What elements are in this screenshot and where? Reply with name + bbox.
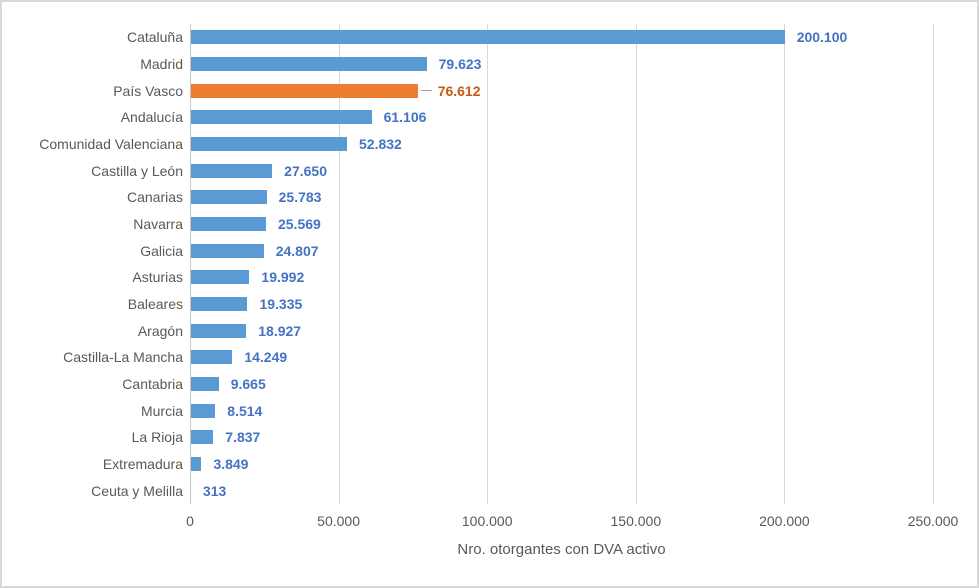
bar: [190, 57, 427, 71]
bar: [190, 430, 214, 445]
bar-row: La Rioja 7.837: [132, 424, 933, 451]
value-label: 27.650: [284, 162, 327, 179]
gridline: [784, 24, 786, 504]
x-tick-label: 50.000: [317, 513, 361, 529]
bar-row: Extremadura 3.849: [103, 451, 933, 478]
value-label: 9.665: [230, 376, 266, 393]
category-label: Castilla y León: [91, 162, 183, 179]
bar: [190, 243, 264, 258]
x-axis-title: Nro. otorgantes con DVA activo: [457, 541, 666, 558]
bar: [190, 297, 248, 312]
value-label: 3.849: [213, 456, 249, 473]
value-label: 8.514: [227, 402, 263, 419]
bar-rows: Cataluña 200.100 Madrid 79.623 País Vasc…: [39, 24, 933, 504]
category-label: Murcia: [140, 402, 183, 419]
value-label: 24.807: [275, 242, 319, 259]
bar: [190, 190, 267, 205]
category-label: Canarias: [126, 189, 183, 206]
value-label: 18.927: [258, 322, 302, 339]
category-label: Ceuta y Melilla: [91, 482, 183, 499]
bar-row: País Vasco 76.612: [113, 77, 933, 104]
bar-row: Castilla-La Mancha 14.249: [63, 344, 933, 371]
x-tick-label: 0: [186, 513, 194, 529]
bar-row: Comunidad Valenciana 52.832: [39, 131, 933, 158]
category-label: La Rioja: [131, 429, 183, 446]
x-tick-label: 200.000: [759, 513, 810, 529]
value-label: 25.783: [278, 189, 322, 206]
bar-row: Castilla y León 27.650: [91, 157, 933, 184]
value-label: 7.837: [225, 429, 261, 446]
leader-line: [420, 90, 432, 92]
category-label: Aragón: [137, 322, 183, 339]
category-label: País Vasco: [113, 82, 183, 99]
category-axis-line: [190, 24, 191, 504]
category-label: Cataluña: [126, 29, 183, 46]
bar: [190, 83, 418, 98]
gridline: [338, 24, 340, 504]
gridline: [487, 24, 489, 504]
x-tick-label: 100.000: [461, 513, 513, 529]
bar: [190, 270, 250, 285]
category-label: Extremadura: [102, 456, 183, 473]
x-tick-label: 150.000: [610, 513, 662, 529]
bar-row: Galicia 24.807: [140, 237, 933, 264]
bar-row: Murcia 8.514: [141, 397, 933, 424]
bar: [190, 137, 348, 152]
value-label: 76.612: [437, 82, 481, 99]
value-label: 19.335: [259, 296, 303, 313]
value-label: 200.100: [796, 29, 848, 46]
value-label: 52.832: [359, 136, 402, 153]
bar: [190, 350, 233, 365]
value-label: 313: [202, 482, 227, 499]
gridline: [635, 24, 637, 504]
category-label: Cantabria: [122, 376, 183, 393]
bar: [190, 403, 216, 418]
value-label: 25.569: [277, 216, 321, 233]
category-label: Baleares: [127, 296, 183, 313]
category-label: Andalucía: [120, 109, 183, 126]
x-tick-label: 250.000: [907, 513, 959, 529]
bar: [190, 110, 372, 125]
bar-row: Aragón 18.927: [138, 317, 933, 344]
bar: [190, 457, 202, 472]
category-label: Asturias: [132, 269, 183, 286]
bar-row: Cantabria 9.665: [122, 371, 933, 398]
category-label: Madrid: [140, 56, 183, 72]
value-label: 19.992: [261, 269, 305, 286]
bar-row: Madrid 79.623: [140, 51, 933, 78]
bar-row: Cataluña 200.100: [127, 24, 933, 51]
x-axis-tick-labels: 0 50.000 100.000 150.000 200.000 250.000: [186, 513, 958, 529]
gridline: [933, 24, 934, 504]
category-label: Navarra: [133, 216, 183, 233]
value-label: 79.623: [438, 56, 482, 72]
bar-row: Asturias 19.992: [132, 264, 933, 291]
bar: [190, 217, 266, 232]
bar: [190, 30, 785, 45]
bar: [190, 377, 219, 392]
bar-row: Ceuta y Melilla 313: [91, 477, 933, 504]
bar-row: Andalucía 61.106: [121, 104, 933, 131]
bar: [190, 323, 247, 338]
bar-row: Baleares 19.335: [128, 291, 933, 318]
bar: [190, 163, 273, 178]
plot-area: Cataluña 200.100 Madrid 79.623 País Vasc…: [39, 24, 934, 504]
value-label: 61.106: [383, 109, 427, 126]
category-label: Galicia: [140, 242, 183, 259]
category-label: Castilla-La Mancha: [63, 349, 183, 366]
value-label: 14.249: [244, 349, 288, 366]
category-label: Comunidad Valenciana: [39, 136, 183, 153]
bar-row: Navarra 25.569: [133, 211, 933, 238]
bar-row: Canarias 25.783: [127, 184, 933, 211]
